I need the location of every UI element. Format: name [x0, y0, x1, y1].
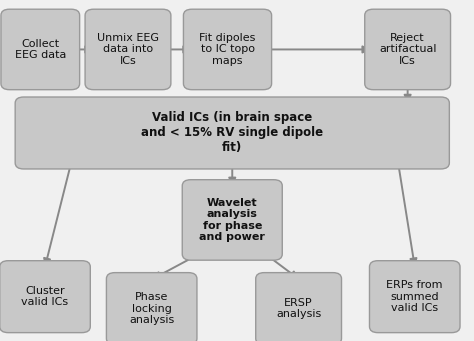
- FancyBboxPatch shape: [370, 261, 460, 333]
- FancyBboxPatch shape: [85, 9, 171, 90]
- Text: ERPs from
summed
valid ICs: ERPs from summed valid ICs: [386, 280, 443, 313]
- Text: Reject
artifactual
ICs: Reject artifactual ICs: [379, 33, 437, 66]
- Text: Unmix EEG
data into
ICs: Unmix EEG data into ICs: [97, 33, 159, 66]
- FancyBboxPatch shape: [1, 9, 80, 90]
- Text: ERSP
analysis: ERSP analysis: [276, 298, 321, 320]
- FancyBboxPatch shape: [255, 273, 341, 341]
- FancyBboxPatch shape: [15, 97, 449, 169]
- FancyBboxPatch shape: [183, 9, 272, 90]
- Text: Wavelet
analysis
for phase
and power: Wavelet analysis for phase and power: [200, 197, 265, 242]
- Text: Collect
EEG data: Collect EEG data: [15, 39, 66, 60]
- Text: Cluster
valid ICs: Cluster valid ICs: [21, 286, 69, 308]
- FancyBboxPatch shape: [0, 261, 90, 333]
- Text: Valid ICs (in brain space
and < 15% RV single dipole
fit): Valid ICs (in brain space and < 15% RV s…: [141, 112, 323, 154]
- FancyBboxPatch shape: [106, 273, 197, 341]
- Text: Fit dipoles
to IC topo
maps: Fit dipoles to IC topo maps: [200, 33, 255, 66]
- FancyBboxPatch shape: [182, 180, 282, 260]
- FancyBboxPatch shape: [365, 9, 450, 90]
- Text: Phase
locking
analysis: Phase locking analysis: [129, 292, 174, 325]
